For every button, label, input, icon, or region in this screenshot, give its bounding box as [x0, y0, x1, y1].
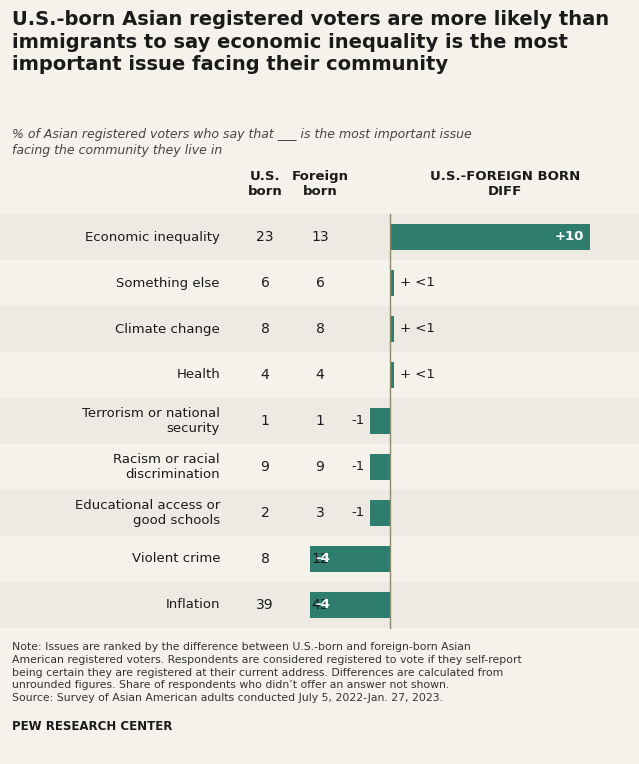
Text: -4: -4	[315, 598, 330, 611]
Text: Terrorism or national
security: Terrorism or national security	[82, 407, 220, 435]
Bar	[370, 500, 390, 526]
Bar	[390, 362, 394, 387]
Text: 8: 8	[261, 322, 270, 336]
Text: 9: 9	[316, 460, 325, 474]
Bar	[0, 352, 639, 398]
Text: 12: 12	[311, 552, 329, 566]
Text: Economic inequality: Economic inequality	[85, 231, 220, 244]
Text: 9: 9	[261, 460, 270, 474]
Text: Health: Health	[176, 368, 220, 381]
Text: Violent crime: Violent crime	[132, 552, 220, 565]
Bar	[390, 316, 394, 342]
Text: -1: -1	[351, 461, 365, 474]
Bar	[310, 592, 390, 617]
Bar	[390, 225, 590, 250]
Text: -4: -4	[315, 552, 330, 565]
Bar	[0, 490, 639, 536]
Bar	[0, 260, 639, 306]
Bar	[390, 270, 394, 296]
Text: 23: 23	[256, 230, 273, 244]
Bar	[0, 582, 639, 628]
Bar	[0, 214, 639, 260]
Text: Foreign
born: Foreign born	[291, 170, 348, 198]
Text: 1: 1	[316, 414, 325, 428]
Text: Note: Issues are ranked by the difference between U.S.-born and foreign-born Asi: Note: Issues are ranked by the differenc…	[12, 642, 522, 703]
Text: U.S.-FOREIGN BORN
DIFF: U.S.-FOREIGN BORN DIFF	[430, 170, 580, 198]
Bar	[0, 306, 639, 352]
Bar	[0, 398, 639, 444]
Bar	[370, 408, 390, 434]
Text: 3: 3	[316, 506, 325, 520]
Text: 8: 8	[261, 552, 270, 566]
Text: -1: -1	[351, 507, 365, 520]
Bar	[310, 546, 390, 571]
Text: Inflation: Inflation	[166, 598, 220, 611]
Bar	[370, 455, 390, 480]
Text: 6: 6	[261, 276, 270, 290]
Text: 4: 4	[261, 368, 270, 382]
Bar	[0, 444, 639, 490]
Bar	[0, 536, 639, 582]
Text: 4: 4	[316, 368, 325, 382]
Text: U.S.
born: U.S. born	[248, 170, 282, 198]
Text: 2: 2	[261, 506, 270, 520]
Text: Racism or racial
discrimination: Racism or racial discrimination	[113, 453, 220, 481]
Text: 8: 8	[316, 322, 325, 336]
Text: Climate change: Climate change	[115, 322, 220, 335]
Text: 39: 39	[256, 598, 274, 612]
Text: % of Asian registered voters who say that ___ is the most important issue
facing: % of Asian registered voters who say tha…	[12, 128, 472, 157]
Text: PEW RESEARCH CENTER: PEW RESEARCH CENTER	[12, 720, 173, 733]
Text: -1: -1	[351, 415, 365, 428]
Text: + <1: + <1	[400, 277, 435, 290]
Text: U.S.-born Asian registered voters are more likely than
immigrants to say economi: U.S.-born Asian registered voters are mo…	[12, 10, 609, 75]
Text: 13: 13	[311, 230, 329, 244]
Text: 43: 43	[311, 598, 328, 612]
Text: 1: 1	[261, 414, 270, 428]
Text: Something else: Something else	[116, 277, 220, 290]
Text: Educational access or
good schools: Educational access or good schools	[75, 499, 220, 527]
Text: + <1: + <1	[400, 322, 435, 335]
Text: 6: 6	[316, 276, 325, 290]
Text: + <1: + <1	[400, 368, 435, 381]
Text: +10: +10	[555, 231, 584, 244]
